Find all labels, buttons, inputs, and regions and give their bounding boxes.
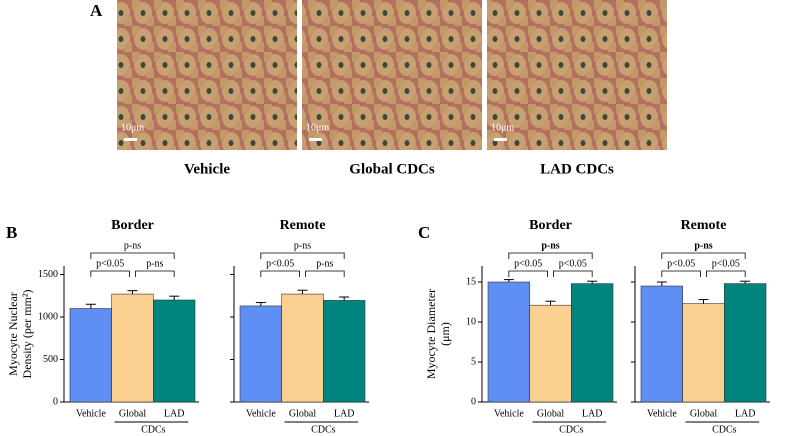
group-label: CDCs xyxy=(712,424,737,435)
chart-title: Remote xyxy=(280,218,326,233)
x-tick-label: LAD xyxy=(582,408,603,419)
panel-label: B xyxy=(6,223,17,242)
y-axis-label: Myocyte Nuclear xyxy=(6,292,20,376)
significance-label: p-ns xyxy=(694,240,712,251)
bar xyxy=(724,283,767,403)
significance-bracket xyxy=(90,270,130,277)
x-tick-label: Vehicle xyxy=(647,408,678,419)
significance-label: p<0.05 xyxy=(559,258,587,269)
scale-bar xyxy=(494,138,507,141)
significance-bracket xyxy=(661,252,746,259)
group-label: CDCs xyxy=(141,424,166,435)
y-axis-label: Density (per mm²) xyxy=(20,290,34,379)
significance-label: p<0.05 xyxy=(712,258,740,269)
significance-bracket xyxy=(260,252,345,259)
micrograph xyxy=(487,0,667,150)
x-tick-label: LAD xyxy=(735,408,756,419)
significance-label: p-ns xyxy=(316,258,333,269)
significance-label: p<0.05 xyxy=(514,258,542,269)
scale-label: 10μm xyxy=(491,122,514,133)
x-tick-label: LAD xyxy=(334,408,355,419)
significance-label: p<0.05 xyxy=(667,258,695,269)
significance-bracket xyxy=(135,270,175,277)
significance-bracket xyxy=(508,270,548,277)
bar xyxy=(571,283,614,403)
bar xyxy=(682,303,725,403)
significance-bracket xyxy=(260,270,300,277)
significance-bracket xyxy=(553,270,593,277)
y-axis-label: Myocyte Diameter xyxy=(424,289,438,379)
significance-label: p<0.05 xyxy=(96,258,124,269)
group-label: CDCs xyxy=(311,424,336,435)
significance-bracket xyxy=(706,270,746,277)
x-tick-label: Global xyxy=(119,408,146,419)
significance-label: p-ns xyxy=(294,240,311,251)
bar xyxy=(640,285,683,403)
group-label: CDCs xyxy=(559,424,584,435)
panel-label: A xyxy=(90,1,103,20)
x-tick-label: Global xyxy=(537,408,564,419)
scale-label: 10μm xyxy=(306,122,329,133)
bar xyxy=(111,293,154,403)
scale-bar xyxy=(309,138,322,141)
y-tick-label: 15 xyxy=(466,276,476,287)
significance-label: p-ns xyxy=(541,240,559,251)
chart-title: Remote xyxy=(681,218,727,233)
panel-label: C xyxy=(418,223,430,242)
y-tick-label: 1500 xyxy=(38,269,58,280)
scale-label: 10μm xyxy=(121,122,144,133)
x-tick-label: Global xyxy=(289,408,316,419)
bar xyxy=(529,304,572,403)
y-tick-label: 500 xyxy=(43,354,58,365)
image-caption: LAD CDCs xyxy=(540,161,614,177)
y-tick-label: 0 xyxy=(471,396,476,407)
significance-label: p-ns xyxy=(146,258,163,269)
significance-label: p-ns xyxy=(124,240,141,251)
x-tick-label: Vehicle xyxy=(246,408,277,419)
significance-bracket xyxy=(661,270,701,277)
micrograph xyxy=(302,0,482,150)
bar xyxy=(323,300,366,403)
micrograph xyxy=(117,0,297,150)
y-axis-label: (μm) xyxy=(438,322,452,346)
significance-bracket xyxy=(90,252,175,259)
x-tick-label: Vehicle xyxy=(76,408,107,419)
significance-label: p<0.05 xyxy=(266,258,294,269)
x-tick-label: Vehicle xyxy=(494,408,525,419)
image-caption: Vehicle xyxy=(184,161,230,177)
image-caption: Global CDCs xyxy=(349,161,435,177)
y-tick-label: 0 xyxy=(53,396,58,407)
bar xyxy=(69,308,112,403)
scale-bar xyxy=(124,138,137,141)
significance-bracket xyxy=(305,270,345,277)
significance-bracket xyxy=(508,252,593,259)
y-tick-label: 5 xyxy=(471,356,476,367)
bar xyxy=(153,299,196,403)
x-tick-label: LAD xyxy=(164,408,185,419)
chart-title: Border xyxy=(529,218,572,233)
bar xyxy=(239,305,282,403)
x-tick-label: Global xyxy=(690,408,717,419)
bar xyxy=(487,281,530,403)
bar xyxy=(281,293,324,403)
y-tick-label: 1000 xyxy=(38,311,58,322)
chart-title: Border xyxy=(111,218,154,233)
y-tick-label: 10 xyxy=(466,316,476,327)
